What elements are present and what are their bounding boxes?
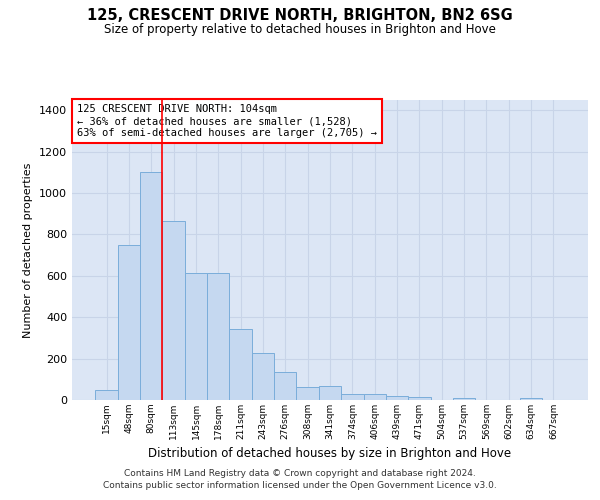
- Text: 125, CRESCENT DRIVE NORTH, BRIGHTON, BN2 6SG: 125, CRESCENT DRIVE NORTH, BRIGHTON, BN2…: [87, 8, 513, 22]
- Text: Distribution of detached houses by size in Brighton and Hove: Distribution of detached houses by size …: [148, 448, 512, 460]
- Text: Contains HM Land Registry data © Crown copyright and database right 2024.: Contains HM Land Registry data © Crown c…: [124, 468, 476, 477]
- Bar: [453, 398, 475, 400]
- Bar: [296, 386, 319, 400]
- Bar: [163, 221, 185, 400]
- Y-axis label: Number of detached properties: Number of detached properties: [23, 162, 34, 338]
- Bar: [364, 394, 386, 400]
- Text: Size of property relative to detached houses in Brighton and Hove: Size of property relative to detached ho…: [104, 22, 496, 36]
- Bar: [185, 273, 207, 400]
- Bar: [520, 398, 542, 400]
- Bar: [95, 390, 118, 400]
- Bar: [229, 328, 252, 400]
- Bar: [386, 396, 408, 400]
- Text: Contains public sector information licensed under the Open Government Licence v3: Contains public sector information licen…: [103, 481, 497, 490]
- Bar: [341, 394, 364, 400]
- Bar: [207, 273, 229, 400]
- Bar: [118, 245, 140, 400]
- Bar: [252, 354, 274, 400]
- Bar: [319, 386, 341, 400]
- Bar: [408, 397, 431, 400]
- Text: 125 CRESCENT DRIVE NORTH: 104sqm
← 36% of detached houses are smaller (1,528)
63: 125 CRESCENT DRIVE NORTH: 104sqm ← 36% o…: [77, 104, 377, 138]
- Bar: [274, 372, 296, 400]
- Bar: [140, 172, 163, 400]
